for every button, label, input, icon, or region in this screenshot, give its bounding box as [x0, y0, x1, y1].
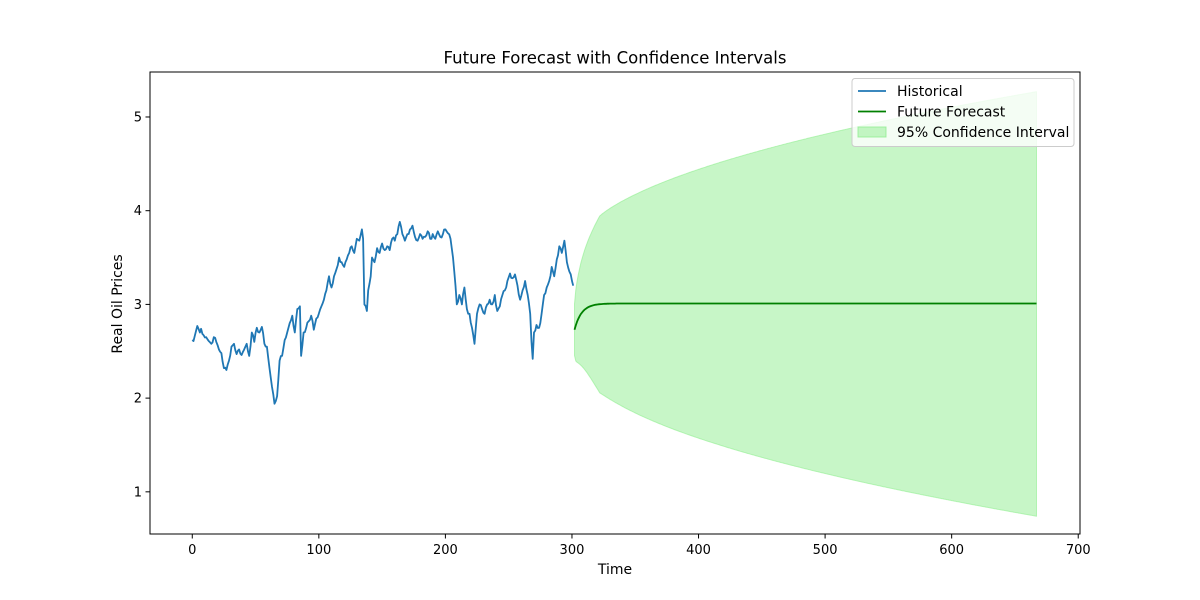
x-axis-label: Time [597, 562, 632, 578]
x-tick-label: 700 [1066, 543, 1091, 558]
x-tick-label: 300 [560, 543, 585, 558]
legend: Historical Future Forecast 95% Confidence … [851, 78, 1075, 147]
legend-historical-label: Historical [897, 84, 963, 100]
historical-series-line [191, 220, 575, 405]
x-tick-label: 100 [306, 543, 331, 558]
y-tick-label: 3 [134, 298, 142, 313]
legend-box [851, 78, 1075, 147]
x-tick-label: 0 [188, 543, 196, 558]
forecast-series-line [573, 302, 1037, 330]
legend-confidence-interval-swatch [857, 126, 887, 138]
x-tick-label: 600 [939, 543, 964, 558]
plot-area [191, 91, 1037, 517]
axes: 0 100 200 300 400 500 600 700 1 2 3 4 5 [134, 71, 1091, 558]
y-tick-label: 1 [134, 485, 142, 500]
y-tick-label: 5 [134, 110, 142, 125]
legend-future-forecast-label: Future Forecast [897, 105, 1006, 121]
y-tick-label: 4 [134, 204, 142, 219]
axes-frame [149, 71, 1081, 535]
x-tick-label: 400 [686, 543, 711, 558]
x-tick-label: 200 [433, 543, 458, 558]
y-tick-label: 2 [134, 392, 142, 407]
y-axis-label: Real Oil Prices [110, 254, 126, 353]
x-tick-label: 500 [813, 543, 838, 558]
chart-title: Future Forecast with Confidence Interval… [444, 49, 787, 68]
legend-confidence-interval-label: 95% Confidence Interval [897, 125, 1069, 141]
